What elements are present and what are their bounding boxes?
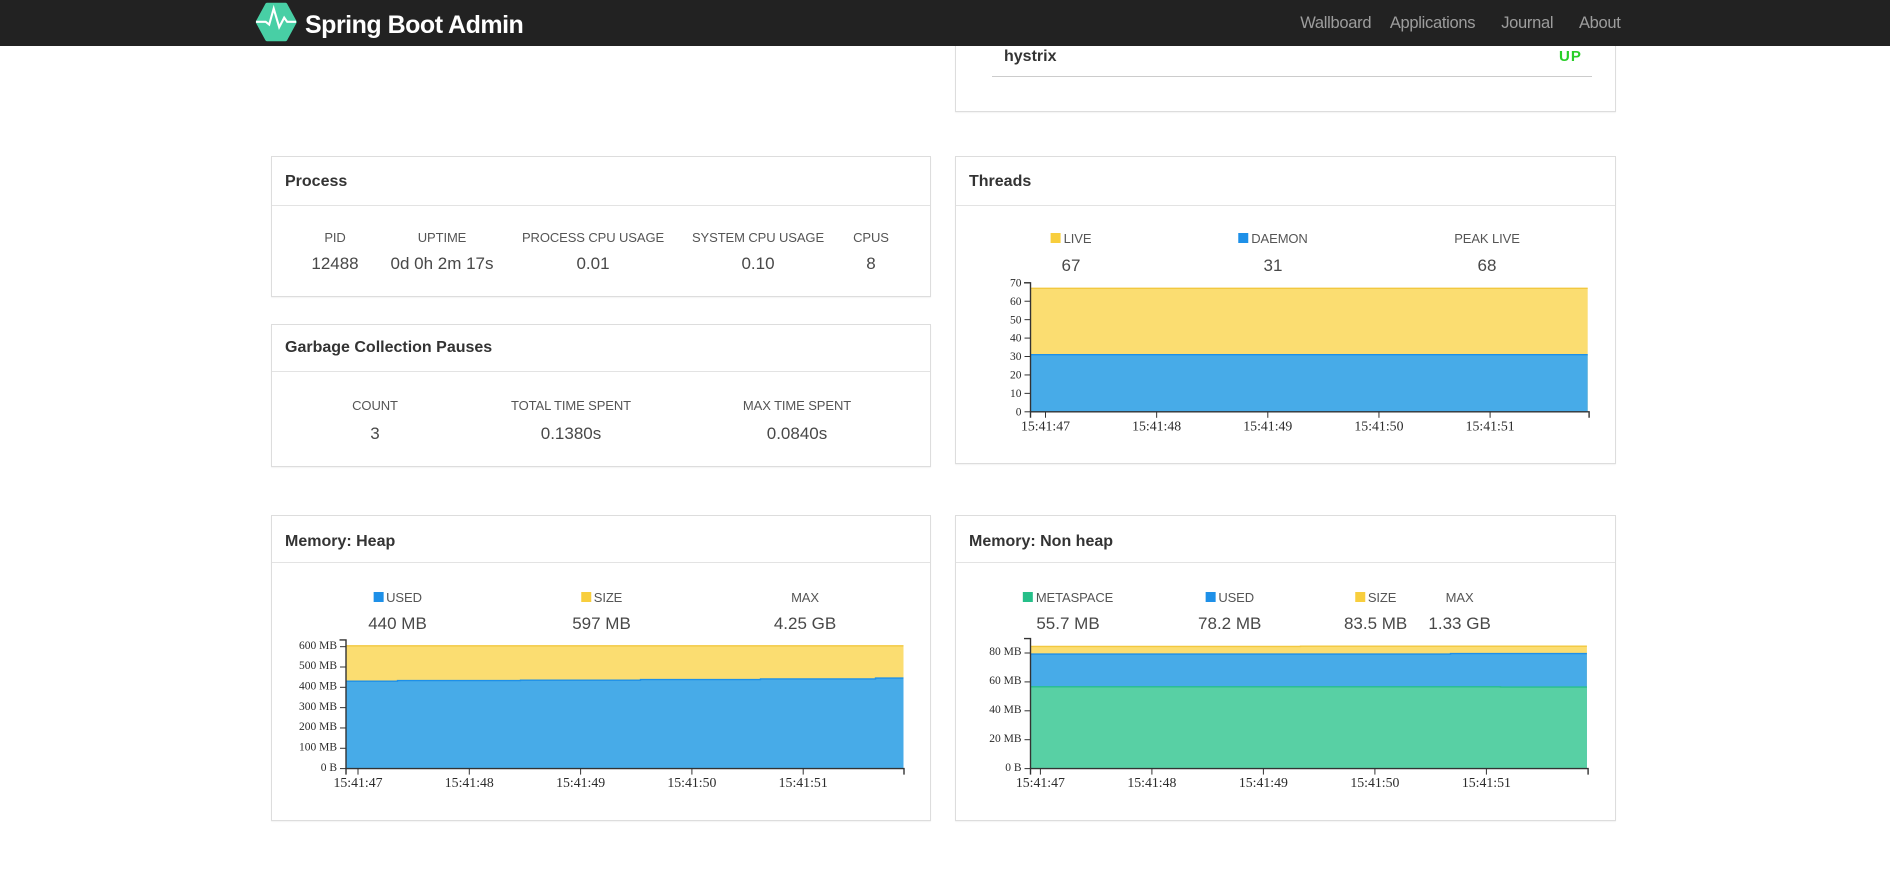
- svg-text:10: 10: [1010, 387, 1022, 399]
- svg-text:15:41:50: 15:41:50: [1354, 418, 1403, 433]
- svg-text:0 B: 0 B: [320, 762, 337, 774]
- svg-text:15:41:50: 15:41:50: [667, 775, 716, 790]
- svg-text:60 MB: 60 MB: [989, 675, 1022, 687]
- svg-text:15:41:47: 15:41:47: [1015, 775, 1064, 790]
- svg-text:15:41:49: 15:41:49: [1243, 418, 1292, 433]
- svg-text:60: 60: [1010, 295, 1022, 307]
- svg-text:15:41:51: 15:41:51: [1461, 775, 1510, 790]
- svg-text:100 MB: 100 MB: [298, 741, 336, 753]
- svg-text:80 MB: 80 MB: [989, 646, 1022, 658]
- svg-text:70: 70: [1010, 277, 1022, 289]
- svg-text:15:41:51: 15:41:51: [778, 775, 827, 790]
- svg-text:15:41:48: 15:41:48: [1132, 418, 1181, 433]
- svg-text:50: 50: [1010, 314, 1022, 326]
- svg-text:15:41:49: 15:41:49: [556, 775, 605, 790]
- svg-text:400 MB: 400 MB: [298, 681, 336, 693]
- svg-text:20 MB: 20 MB: [989, 733, 1022, 745]
- svg-text:500 MB: 500 MB: [298, 660, 336, 672]
- svg-text:15:41:48: 15:41:48: [444, 775, 493, 790]
- svg-text:40 MB: 40 MB: [989, 704, 1022, 716]
- svg-text:30: 30: [1010, 351, 1022, 363]
- svg-text:0 B: 0 B: [1005, 762, 1022, 774]
- svg-text:20: 20: [1010, 369, 1022, 381]
- svg-text:0: 0: [1015, 406, 1021, 418]
- svg-text:15:41:51: 15:41:51: [1465, 418, 1514, 433]
- svg-text:15:41:48: 15:41:48: [1127, 775, 1176, 790]
- svg-text:40: 40: [1010, 332, 1022, 344]
- svg-text:15:41:47: 15:41:47: [1020, 418, 1069, 433]
- svg-text:200 MB: 200 MB: [298, 721, 336, 733]
- svg-text:15:41:50: 15:41:50: [1350, 775, 1399, 790]
- svg-text:15:41:47: 15:41:47: [333, 775, 382, 790]
- svg-text:300 MB: 300 MB: [298, 701, 336, 713]
- svg-text:600 MB: 600 MB: [298, 640, 336, 652]
- svg-text:15:41:49: 15:41:49: [1238, 775, 1287, 790]
